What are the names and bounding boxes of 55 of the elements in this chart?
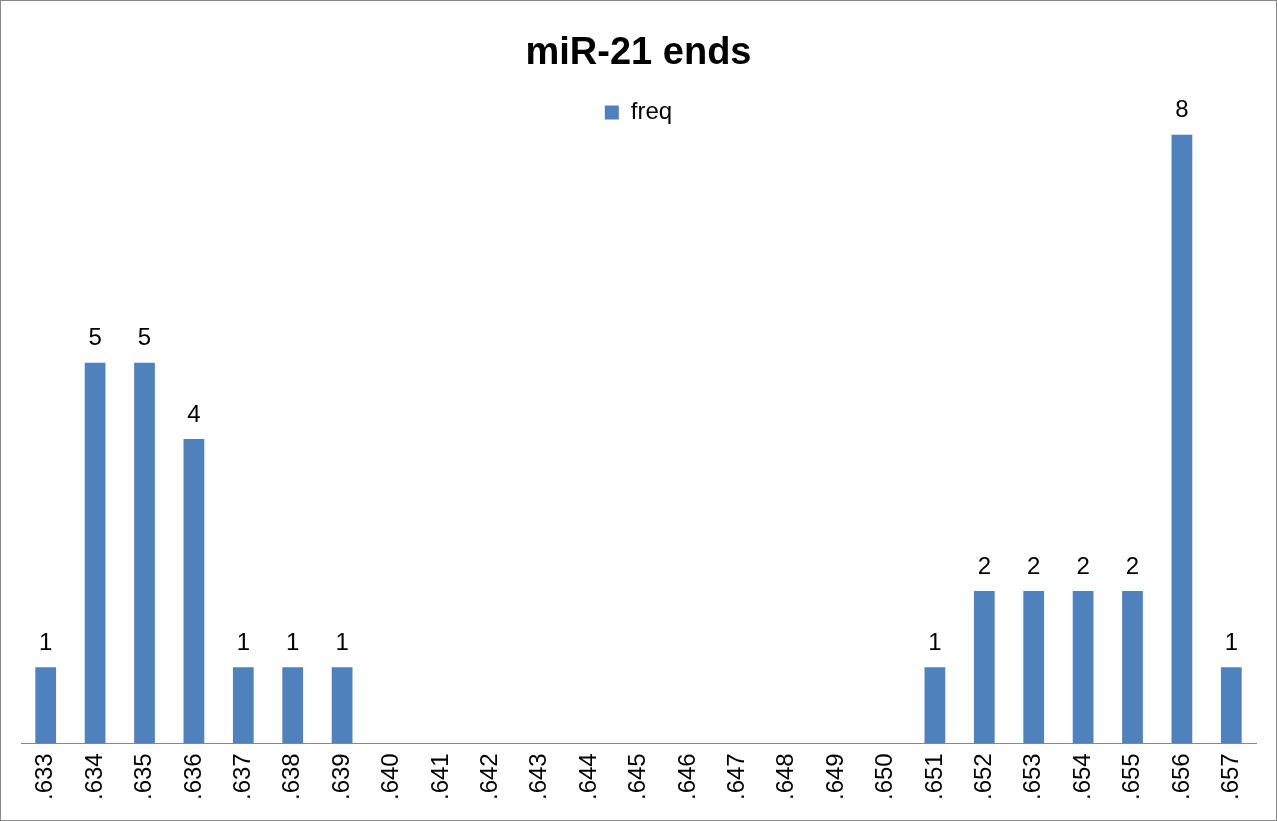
bar [232, 667, 254, 744]
x-tick-label: .640 [376, 753, 404, 801]
chart-title: miR-21 ends [525, 30, 752, 73]
data-label: 2 [1027, 551, 1041, 579]
x-tick-label: .650 [870, 753, 898, 801]
data-label: 5 [88, 323, 102, 351]
x-tick-label: .637 [227, 753, 255, 801]
x-tick-label: .642 [474, 753, 502, 801]
bar [1023, 591, 1045, 744]
data-label: 1 [39, 627, 53, 655]
x-tick-label: .633 [30, 753, 58, 801]
x-tick-label: .644 [573, 753, 601, 801]
bar [183, 438, 205, 744]
x-tick-label: .634 [79, 753, 107, 801]
x-tick-label: .638 [277, 753, 305, 801]
bar [282, 667, 304, 744]
x-tick-label: .635 [129, 753, 157, 801]
x-tick-label: .655 [1117, 753, 1145, 801]
x-tick-label: .647 [721, 753, 749, 801]
x-tick-label: .653 [1018, 753, 1046, 801]
data-label: 1 [335, 627, 349, 655]
data-label: 1 [286, 627, 300, 655]
bar [1122, 591, 1143, 744]
legend-label: freq [630, 97, 673, 125]
bar [1220, 667, 1242, 744]
data-label: 2 [977, 551, 991, 579]
x-tick-label: .656 [1166, 753, 1194, 801]
bar [973, 591, 995, 744]
data-label: 5 [137, 323, 152, 351]
x-tick-label: .651 [919, 753, 947, 801]
x-tick-label: .654 [1067, 753, 1095, 801]
data-label: 1 [928, 627, 942, 655]
x-tick-label: .639 [326, 753, 354, 801]
data-label: 8 [1175, 95, 1189, 123]
x-tick-label: .649 [820, 753, 848, 801]
data-label: 2 [1076, 551, 1090, 579]
data-label: 4 [187, 399, 201, 427]
x-tick-label: .641 [425, 753, 453, 801]
bar [1072, 591, 1094, 744]
x-tick-label: .652 [968, 753, 996, 801]
data-label: 2 [1125, 551, 1140, 579]
data-label: 1 [1224, 627, 1238, 655]
x-tick-label: .657 [1215, 753, 1243, 801]
x-tick-label: .643 [524, 753, 552, 801]
bar [331, 667, 353, 744]
x-tick-label: .636 [178, 753, 206, 801]
bar [84, 362, 106, 744]
x-tick-label: .648 [771, 753, 799, 801]
bar [924, 667, 946, 744]
x-tick-label: .645 [623, 753, 651, 801]
data-label: 1 [236, 627, 250, 655]
bar [134, 362, 155, 744]
bar [35, 667, 57, 744]
bar [1171, 134, 1193, 744]
x-tick-label: .646 [672, 753, 700, 801]
